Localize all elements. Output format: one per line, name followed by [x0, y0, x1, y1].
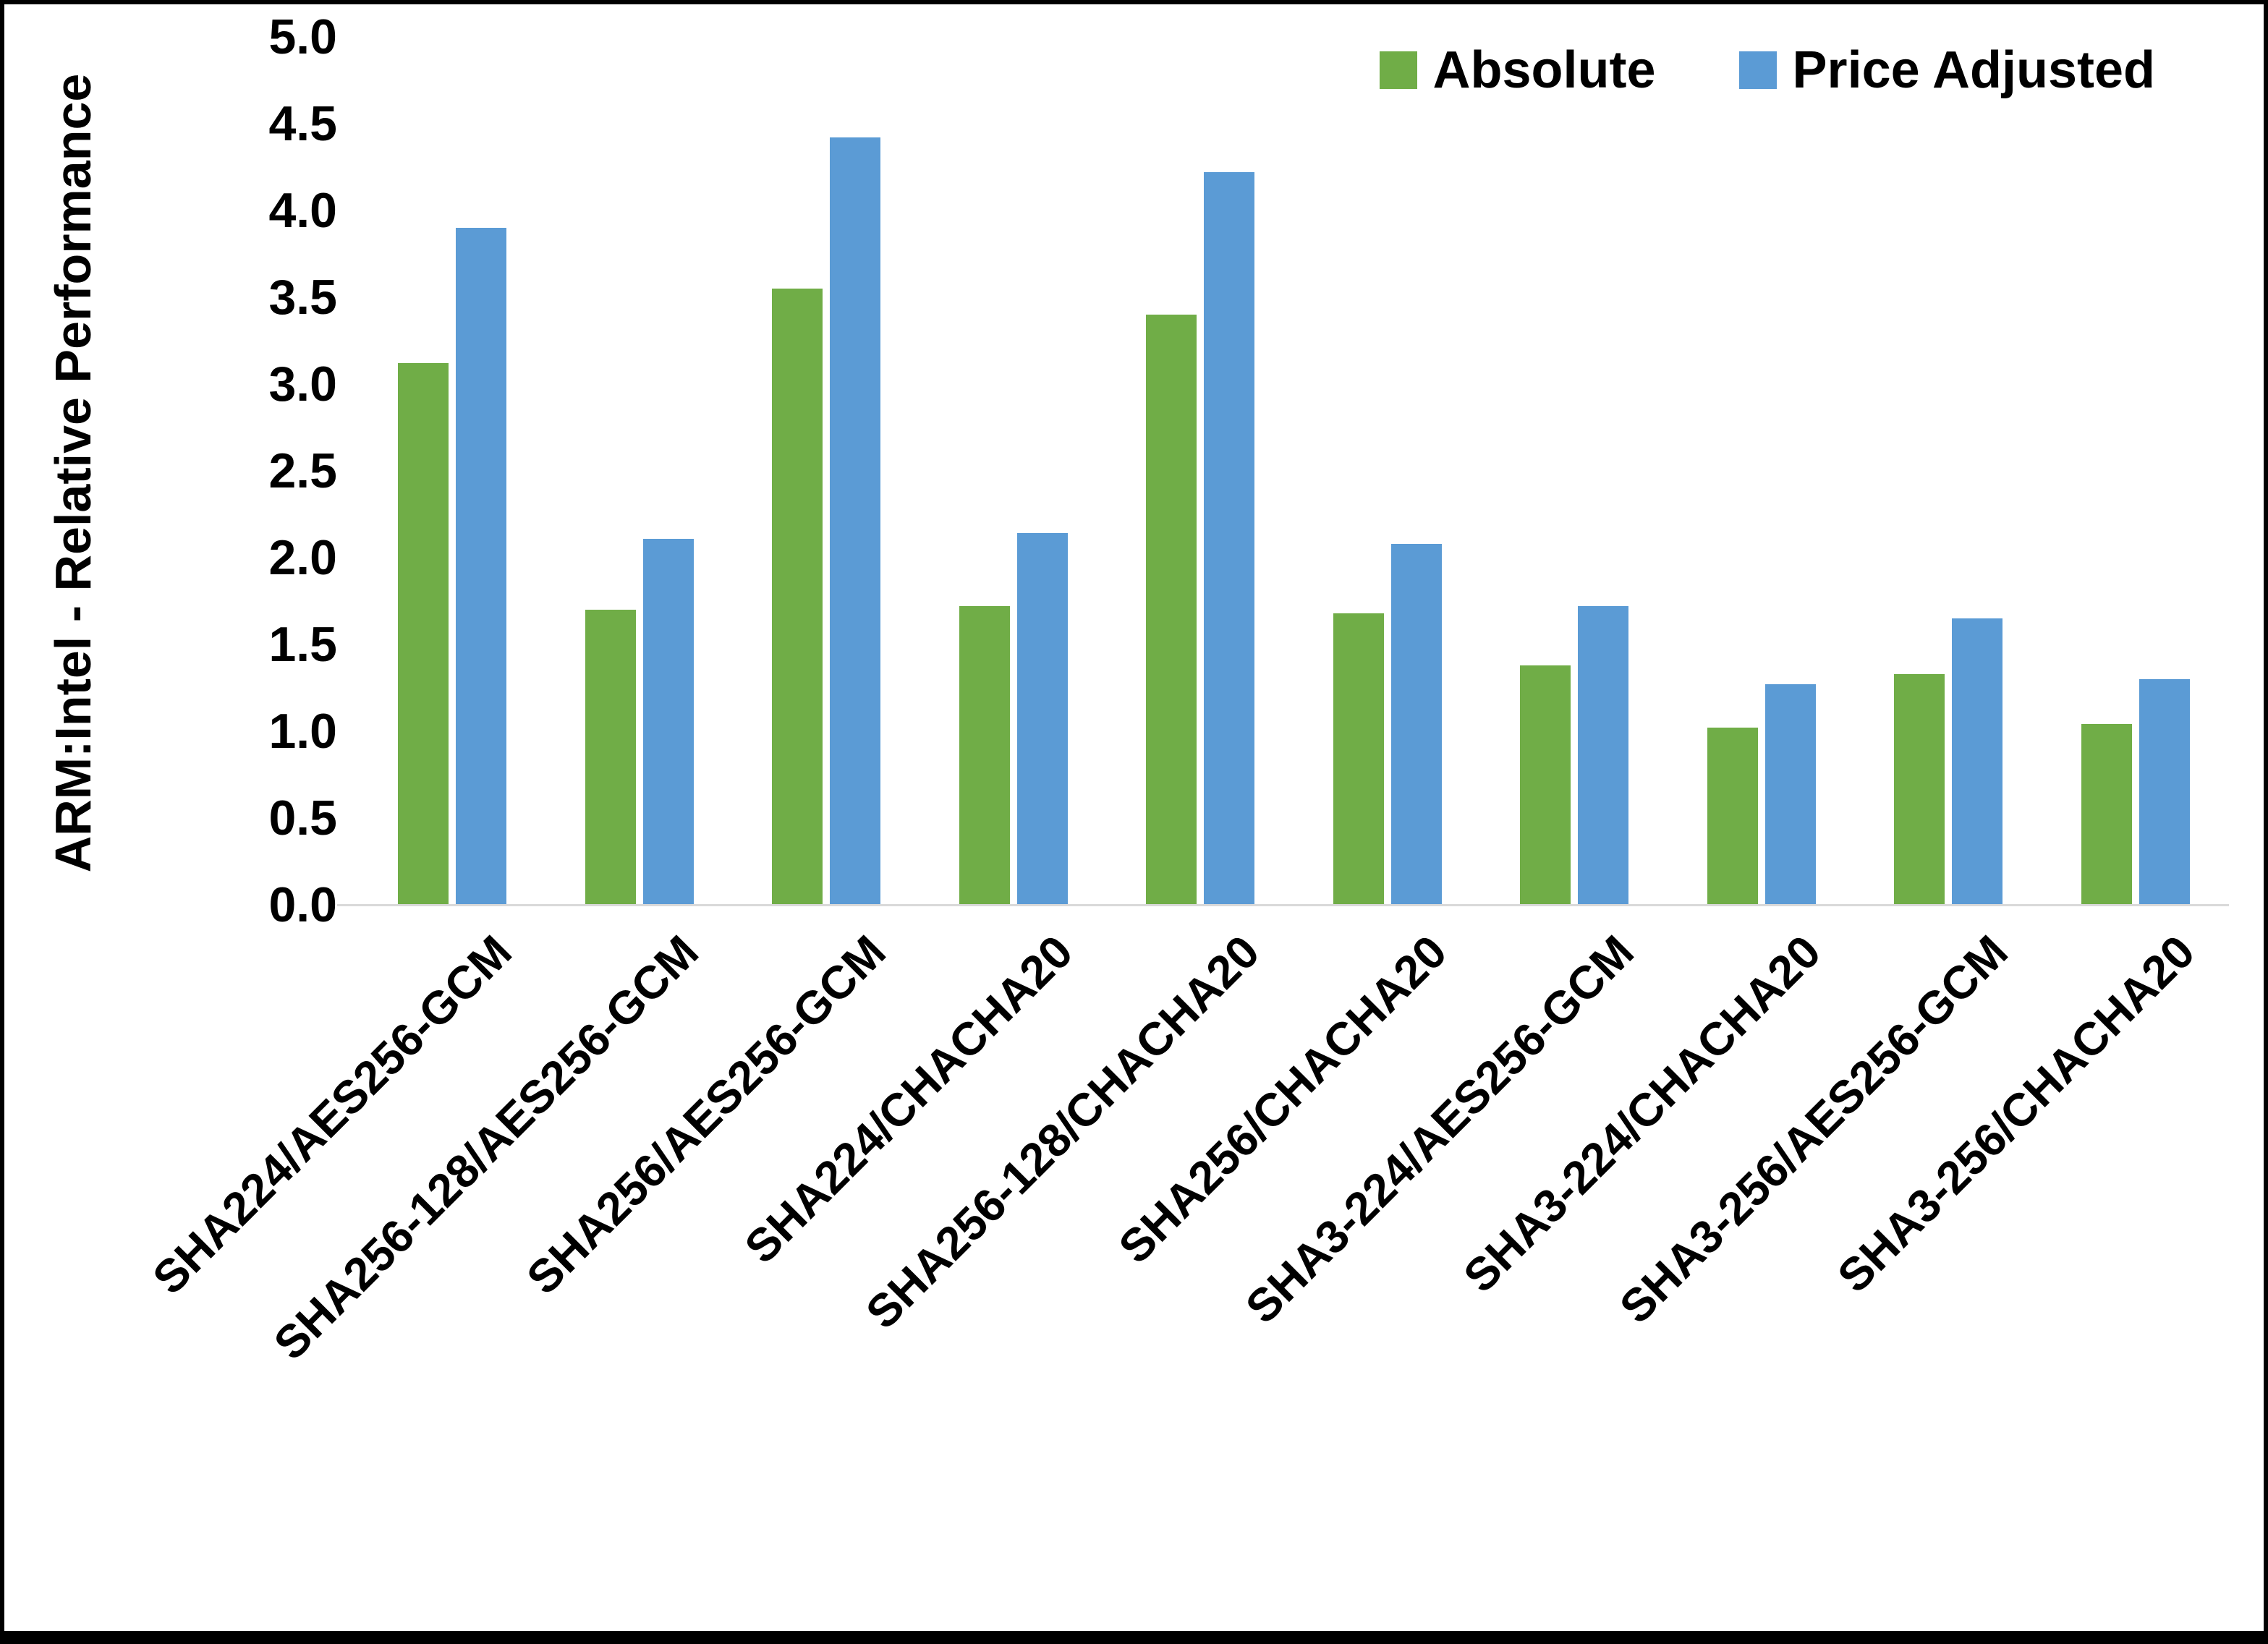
- y-tick-label: 3.5: [268, 270, 337, 325]
- bar-absolute: [772, 289, 823, 905]
- legend-label: Price Adjusted: [1792, 41, 2155, 99]
- bar-price-adjusted: [2139, 679, 2190, 905]
- bar-price-adjusted: [1578, 606, 1629, 905]
- bar-group: [1107, 37, 1294, 905]
- bar-absolute: [1333, 613, 1384, 905]
- y-tick-label: 0.5: [268, 791, 337, 846]
- bar-price-adjusted: [1016, 533, 1068, 905]
- y-tick-label: 3.0: [268, 357, 337, 412]
- bar-absolute: [1520, 665, 1571, 905]
- legend-swatch-icon: [1738, 51, 1777, 89]
- bar-group: [359, 37, 546, 905]
- y-tick-label: 1.5: [268, 617, 337, 672]
- y-axis-ticks: 5.0 4.5 4.0 3.5 3.0 2.5 2.0 1.5 1.0 0.5 0.0: [120, 12, 337, 929]
- bar-price-adjusted: [1952, 618, 2003, 905]
- bar-absolute: [959, 606, 1010, 905]
- bar-group: [920, 37, 1108, 905]
- y-tick-label: 4.5: [268, 96, 337, 151]
- bar-group: [1294, 37, 1482, 905]
- y-tick-label: 2.0: [268, 530, 337, 585]
- bar-price-adjusted: [1204, 172, 1255, 905]
- legend: Absolute Price Adjusted: [1379, 41, 2155, 100]
- legend-item: Price Adjusted: [1738, 41, 2155, 100]
- bar-absolute: [1894, 673, 1945, 905]
- x-category-label: SHA3-224/AES256-GCM: [1235, 925, 1644, 1334]
- bar-group: [1855, 37, 2042, 905]
- x-category-label: SHA256-128/CHACHA20: [855, 925, 1270, 1339]
- bar-price-adjusted: [456, 228, 507, 905]
- x-axis-labels: SHA224/AES256-GCM SHA256-128/AES256-GCM SH…: [143, 917, 2229, 1611]
- x-category-label: SHA224/AES256-GCM: [142, 925, 522, 1305]
- x-category-label: SHA3-224/CHACHA20: [1453, 925, 1830, 1303]
- bar-group: [1668, 37, 1856, 905]
- bars-container: [359, 37, 2229, 905]
- x-category-label: SHA256/AES256-GCM: [516, 925, 896, 1305]
- legend-swatch-icon: [1379, 51, 1417, 89]
- legend-label: Absolute: [1432, 41, 1656, 99]
- x-category-label: SHA3-256/AES256-GCM: [1609, 925, 2018, 1334]
- bar-price-adjusted: [642, 538, 694, 905]
- bar-group: [2042, 37, 2230, 905]
- bar-absolute: [585, 610, 636, 905]
- x-category-label: SHA224/CHACHA20: [734, 925, 1082, 1274]
- bar-absolute: [2081, 724, 2132, 905]
- bar-absolute: [1146, 315, 1197, 905]
- y-tick-label: 2.5: [268, 443, 337, 498]
- bar-group: [546, 37, 734, 905]
- x-axis-line: [337, 904, 2229, 906]
- bar-price-adjusted: [1764, 684, 1816, 905]
- y-tick-label: 4.0: [268, 183, 337, 238]
- bar-group: [733, 37, 920, 905]
- bar-price-adjusted: [830, 137, 881, 905]
- x-category-label: SHA3-256/CHACHA20: [1827, 925, 2204, 1303]
- legend-item: Absolute: [1379, 41, 1656, 100]
- bar-absolute: [398, 363, 449, 905]
- plot-area: [337, 37, 2229, 906]
- y-tick-label: 1.0: [268, 704, 337, 759]
- bar-price-adjusted: [1390, 543, 1442, 905]
- x-category-label: SHA256/CHACHA20: [1108, 925, 1456, 1274]
- bar-absolute: [1707, 728, 1758, 905]
- y-tick-label: 5.0: [268, 9, 337, 64]
- bar-group: [1481, 37, 1668, 905]
- y-tick-label: 0.0: [268, 877, 337, 932]
- y-axis-title: ARM:Intel - Relative Performance: [45, 73, 101, 873]
